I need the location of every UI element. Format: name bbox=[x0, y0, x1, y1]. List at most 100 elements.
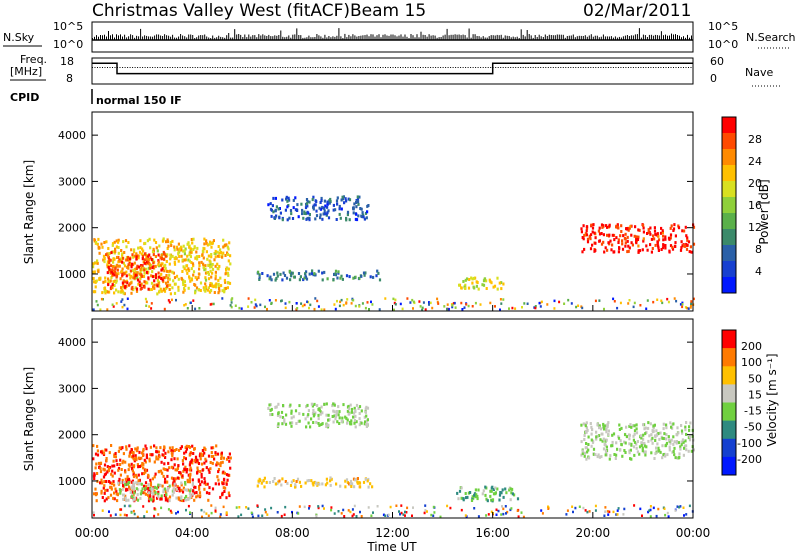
heatmap-cell bbox=[184, 258, 187, 262]
heatmap-cell bbox=[149, 445, 152, 449]
nave-dot bbox=[685, 67, 687, 68]
heatmap-cell bbox=[326, 211, 329, 215]
heatmap-cell bbox=[583, 233, 586, 237]
heatmap-cell bbox=[166, 280, 170, 284]
heatmap-cell bbox=[163, 276, 166, 280]
heatmap-cell bbox=[612, 510, 615, 514]
heatmap-cell bbox=[126, 475, 129, 479]
heatmap-cell bbox=[681, 244, 684, 248]
heatmap-cell bbox=[109, 493, 113, 497]
heatmap-cell bbox=[656, 442, 659, 446]
heatmap-cell bbox=[224, 280, 227, 284]
nsky-bar bbox=[568, 35, 570, 40]
heatmap-cell bbox=[590, 444, 593, 448]
heatmap-cell bbox=[665, 441, 669, 445]
nave-dot bbox=[505, 67, 507, 68]
heatmap-cell bbox=[148, 459, 151, 463]
heatmap-cell bbox=[625, 425, 628, 429]
heatmap-cell bbox=[680, 440, 683, 444]
heatmap-cell bbox=[158, 289, 161, 293]
heatmap-cell bbox=[114, 487, 117, 491]
heatmap-cell bbox=[106, 308, 109, 311]
heatmap-cell bbox=[371, 485, 374, 489]
heatmap-cell bbox=[590, 233, 593, 237]
heatmap-cell bbox=[595, 435, 598, 439]
nave-dot bbox=[319, 67, 321, 68]
nave-dot bbox=[347, 67, 349, 68]
heatmap-cell bbox=[210, 255, 213, 259]
nsky-bar bbox=[554, 35, 556, 40]
heatmap-cell bbox=[623, 440, 626, 444]
nave-dot bbox=[254, 67, 256, 68]
nsky-bar bbox=[404, 34, 406, 40]
nave-dot bbox=[422, 67, 424, 68]
nave-tick-bottom: 0 bbox=[710, 72, 717, 85]
heatmap-cell bbox=[157, 457, 160, 461]
heatmap-cell bbox=[481, 492, 484, 496]
nsky-bar bbox=[344, 33, 346, 40]
heatmap-cell bbox=[686, 243, 689, 247]
heatmap-cell bbox=[129, 487, 132, 491]
heatmap-cell bbox=[211, 267, 215, 271]
nsky-bar bbox=[422, 34, 424, 40]
nave-dot bbox=[627, 67, 629, 68]
heatmap-cell bbox=[314, 297, 317, 300]
heatmap-cell bbox=[485, 287, 488, 290]
nave-dot bbox=[269, 67, 271, 68]
heatmap-cell bbox=[360, 207, 363, 211]
heatmap-cell bbox=[157, 271, 160, 275]
heatmap-cell bbox=[662, 243, 665, 247]
heatmap-cell bbox=[204, 271, 208, 275]
heatmap-cell bbox=[147, 270, 150, 274]
heatmap-cell bbox=[186, 254, 189, 258]
heatmap-cell bbox=[297, 272, 301, 275]
heatmap-cell bbox=[287, 196, 290, 200]
heatmap-cell bbox=[193, 447, 196, 451]
heatmap-cell bbox=[364, 306, 367, 310]
nave-tick-top: 60 bbox=[710, 55, 724, 68]
nsky-bar bbox=[234, 29, 236, 40]
nave-dot bbox=[415, 67, 416, 68]
heatmap-cell bbox=[603, 307, 605, 311]
heatmap-cell bbox=[170, 511, 173, 514]
nave-dot bbox=[675, 67, 677, 68]
heatmap-cell bbox=[195, 491, 198, 494]
heatmap-cell bbox=[354, 217, 357, 221]
heatmap-cell bbox=[185, 498, 188, 502]
heatmap-cell bbox=[167, 244, 170, 248]
heatmap-cell bbox=[189, 255, 192, 259]
heatmap-cell bbox=[630, 443, 633, 447]
colorbar-tick: 200 bbox=[741, 340, 762, 353]
heatmap-cell bbox=[102, 254, 106, 258]
heatmap-cell bbox=[665, 433, 668, 437]
heatmap-cell bbox=[591, 226, 595, 230]
heatmap-cell bbox=[612, 432, 616, 436]
heatmap-cell bbox=[516, 509, 519, 512]
heatmap-cell bbox=[145, 304, 148, 307]
heatmap-cell bbox=[341, 416, 344, 420]
heatmap-cell bbox=[156, 496, 159, 500]
heatmap-cell bbox=[155, 446, 158, 450]
heatmap-cell bbox=[228, 281, 232, 285]
heatmap-cell bbox=[186, 468, 189, 471]
heatmap-cell bbox=[225, 473, 229, 477]
heatmap-cell bbox=[122, 272, 125, 276]
heatmap-cell bbox=[581, 306, 584, 310]
nave-dot bbox=[164, 67, 166, 68]
heatmap-cell bbox=[258, 278, 261, 281]
heatmap-cell bbox=[651, 429, 654, 433]
heatmap-cell bbox=[462, 280, 465, 283]
heatmap-cell bbox=[346, 418, 349, 422]
heatmap-cell bbox=[630, 425, 633, 429]
heatmap-cell bbox=[279, 211, 282, 215]
nave-dot bbox=[425, 67, 427, 68]
heatmap-cell bbox=[145, 453, 148, 457]
heatmap-cell bbox=[302, 216, 305, 220]
heatmap-cell bbox=[333, 303, 336, 306]
heatmap-cell bbox=[134, 454, 137, 458]
heatmap-cell bbox=[182, 486, 185, 490]
heatmap-cell bbox=[329, 483, 332, 487]
heatmap-cell bbox=[151, 250, 155, 254]
heatmap-cell bbox=[594, 509, 597, 512]
heatmap-cell bbox=[655, 433, 658, 437]
